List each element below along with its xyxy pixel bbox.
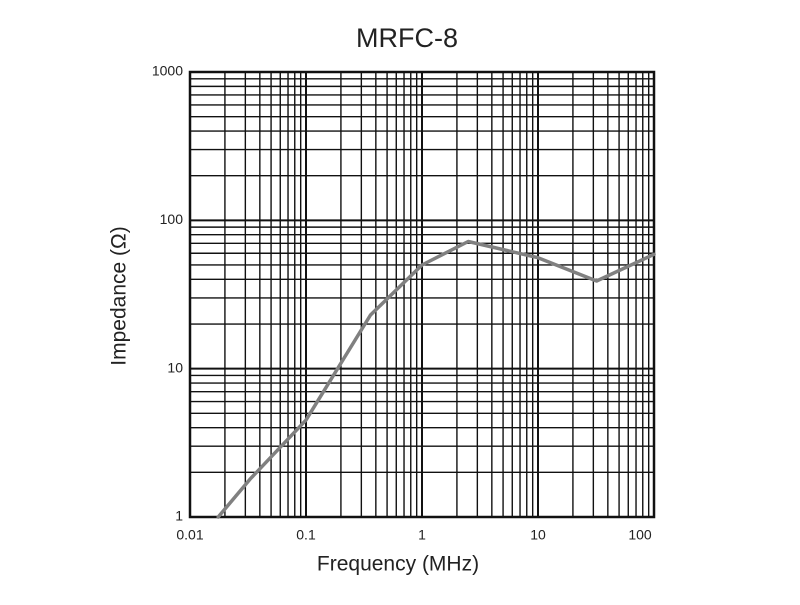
x-tick-label: 10 bbox=[530, 527, 546, 543]
impedance-curve bbox=[216, 239, 656, 519]
y-axis-label: Impedance (Ω) bbox=[108, 226, 131, 365]
x-tick-label: 0.1 bbox=[296, 527, 316, 543]
plot-frame bbox=[188, 70, 656, 519]
y-tick-label: 10 bbox=[167, 359, 183, 375]
y-tick-label: 100 bbox=[160, 211, 184, 227]
y-tick-label: 1 bbox=[175, 508, 183, 524]
y-tick-label: 1000 bbox=[152, 63, 183, 79]
x-axis-label: Frequency (MHz) bbox=[317, 553, 479, 576]
x-tick-label: 100 bbox=[628, 527, 652, 543]
chart-title: MRFC-8 bbox=[356, 23, 458, 53]
x-tick-label: 0.01 bbox=[176, 527, 203, 543]
x-tick-label: 1 bbox=[418, 527, 426, 543]
